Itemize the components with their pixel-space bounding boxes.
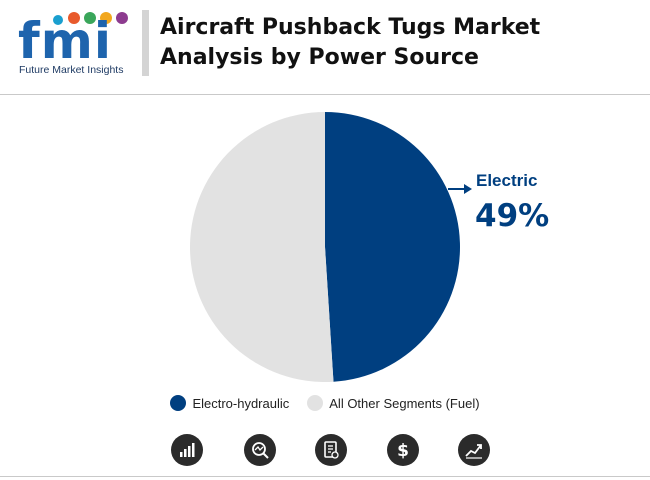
logo-letter-m: m — [40, 12, 94, 70]
legend-swatch-electro-hydraulic — [170, 395, 187, 411]
header-divider — [142, 10, 149, 76]
dollar-icon[interactable]: $ — [387, 434, 419, 466]
svg-text:$: $ — [397, 441, 409, 460]
logo-dot-green — [84, 12, 96, 24]
fmi-logo[interactable]: fmi Future Market Insights — [18, 8, 136, 78]
legend-item-electro-hydraulic: Electro-hydraulic — [170, 395, 289, 411]
logo-letter-i: i — [93, 12, 113, 70]
logo-letter-f: f — [18, 12, 41, 70]
legend-item-other: All Other Segments (Fuel) — [307, 395, 480, 411]
bottom-rule — [0, 476, 650, 477]
logo-subtitle: Future Market Insights — [19, 64, 124, 76]
report-document-icon[interactable] — [315, 434, 347, 466]
growth-chart-icon[interactable] — [458, 434, 490, 466]
trend-search-icon[interactable] — [244, 434, 276, 466]
pie-chart: Electric 49% — [189, 112, 549, 382]
legend-swatch-other — [307, 395, 324, 411]
legend-label-other: All Other Segments (Fuel) — [329, 395, 480, 411]
logo-dot-teal — [53, 15, 63, 25]
legend-label-electro-hydraulic: Electro-hydraulic — [192, 395, 290, 411]
logo-dot-orange — [100, 12, 112, 24]
chart-title: Aircraft Pushback Tugs Market Analysis b… — [160, 15, 541, 70]
logo-letters: fmi — [18, 16, 112, 66]
bar-chart-icon[interactable] — [171, 434, 203, 466]
footer-icon-row: $ — [0, 434, 650, 470]
pie-slice-electro-hydraulic — [325, 112, 460, 382]
header: fmi Future Market Insights Aircraft Push… — [0, 0, 650, 94]
logo-icons — [53, 12, 128, 25]
pie-slice-all-other-segments-fuel — [189, 112, 334, 382]
callout-label: Electric — [476, 171, 537, 190]
logo-dot-red — [68, 12, 80, 24]
top-rule — [0, 94, 650, 95]
logo-dot-purple — [116, 12, 128, 24]
legend: Electro-hydraulic All Other Segments (Fu… — [0, 395, 650, 411]
callout-arrow — [448, 184, 472, 194]
callout-value: 49% — [475, 198, 549, 234]
